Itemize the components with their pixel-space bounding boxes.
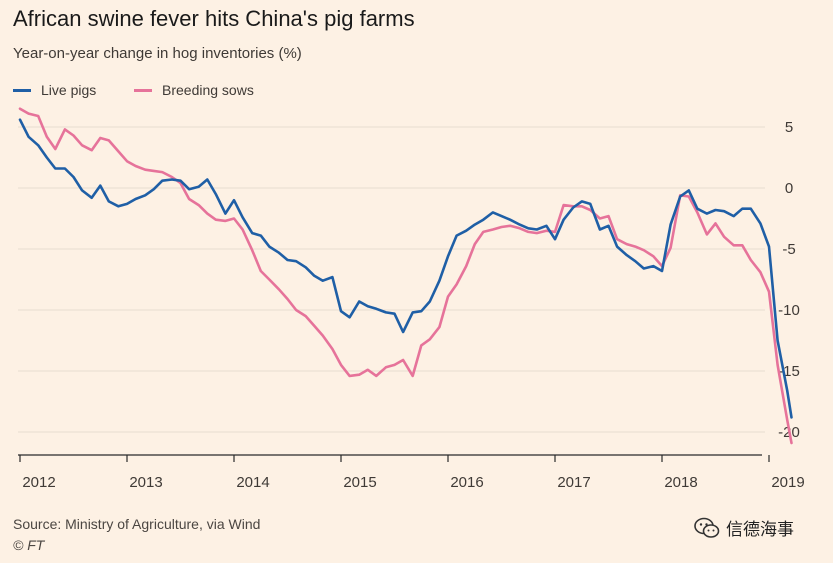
x-tick-label: 2015 (343, 474, 376, 491)
watermark-text: 信德海事 (726, 520, 794, 539)
series-line-live-pigs (18, 118, 793, 419)
y-tick-label: 5 (785, 119, 793, 136)
x-tick-label: 2018 (664, 474, 697, 491)
wechat-icon (694, 517, 720, 538)
chart-subtitle: Year-on-year change in hog inventories (… (13, 45, 302, 62)
x-tick-label: 2012 (22, 474, 55, 491)
series-lines (18, 107, 793, 445)
legend-label-live-pigs: Live pigs (41, 82, 97, 98)
chart-title: African swine fever hits China's pig far… (13, 6, 415, 31)
x-tick-label: 2013 (129, 474, 162, 491)
legend-swatch-breeding-sows (134, 88, 152, 92)
series-line-breeding-sows (18, 107, 793, 445)
gridlines (18, 126, 765, 433)
y-tick-label: 0 (785, 180, 793, 197)
y-axis-ticks: 50-5-10-15-20 (778, 119, 800, 441)
x-axis: 2012 2013 2014 2015 2016 2017 2018 2019 (18, 454, 805, 491)
x-tick-label: 2019 (771, 474, 804, 491)
y-tick-label: -10 (778, 302, 800, 319)
x-tick-label: 2014 (236, 474, 269, 491)
x-tick-label: 2017 (557, 474, 590, 491)
x-tick-label: 2016 (450, 474, 483, 491)
credit-note: © FT (13, 537, 45, 553)
legend-item-breeding-sows: Breeding sows (134, 82, 254, 98)
source-note: Source: Ministry of Agriculture, via Win… (13, 516, 261, 532)
legend-item-live-pigs: Live pigs (13, 82, 96, 98)
legend-swatch-live-pigs (13, 88, 31, 92)
legend-label-breeding-sows: Breeding sows (162, 82, 254, 98)
y-tick-label: -5 (782, 241, 795, 258)
watermark: 信德海事 (694, 515, 794, 540)
